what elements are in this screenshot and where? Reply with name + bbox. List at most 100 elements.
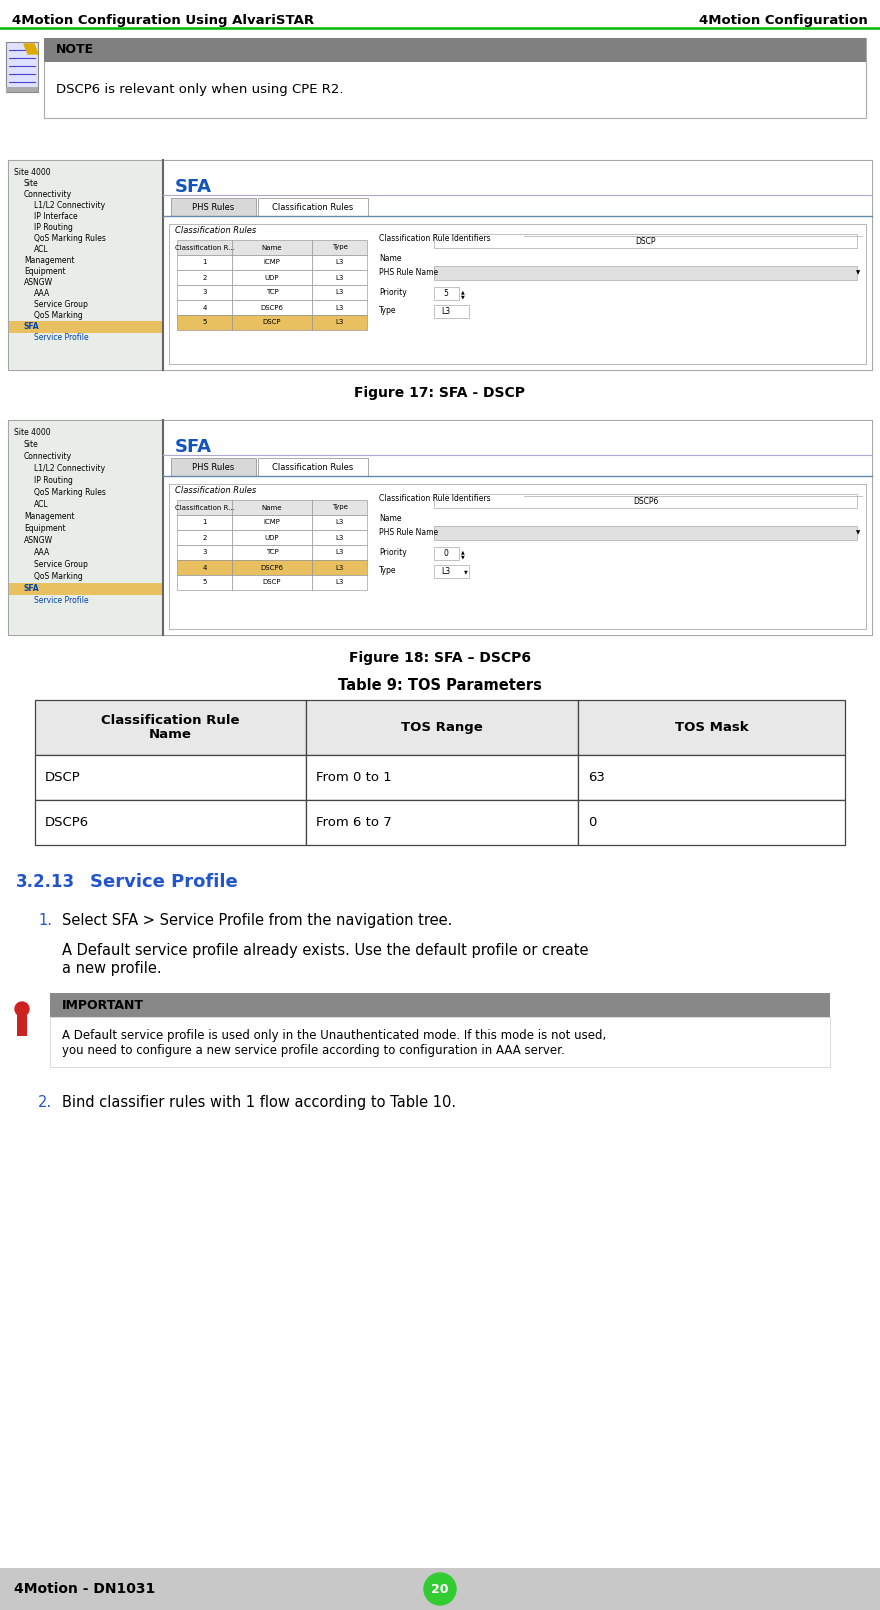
- Bar: [6, 42, 38, 92]
- Text: ACL: ACL: [34, 245, 48, 254]
- Text: a new profile.: a new profile.: [62, 961, 162, 976]
- Text: Classification R...: Classification R...: [174, 245, 234, 251]
- Text: QoS Marking Rules: QoS Marking Rules: [34, 488, 106, 497]
- Text: 5: 5: [202, 580, 207, 586]
- Text: ▼: ▼: [856, 531, 861, 536]
- Text: ASNGW: ASNGW: [24, 536, 53, 546]
- Text: Classification Rule
Name: Classification Rule Name: [101, 713, 240, 742]
- Bar: [232, 575, 312, 589]
- Text: ASNGW: ASNGW: [24, 279, 53, 287]
- Bar: [312, 560, 367, 575]
- Bar: [163, 159, 872, 370]
- Text: SFA: SFA: [24, 584, 40, 592]
- Text: Service Group: Service Group: [34, 560, 88, 568]
- Text: DSCP6: DSCP6: [633, 496, 658, 506]
- Bar: [177, 515, 232, 530]
- Text: Connectivity: Connectivity: [24, 452, 72, 460]
- Circle shape: [424, 1573, 456, 1605]
- Bar: [35, 800, 306, 845]
- Bar: [232, 501, 312, 515]
- Text: 5: 5: [444, 290, 449, 298]
- Text: 2.: 2.: [38, 1095, 52, 1109]
- Bar: [312, 515, 367, 530]
- Bar: [169, 485, 866, 630]
- Text: L3: L3: [335, 520, 344, 525]
- Text: Connectivity: Connectivity: [24, 190, 72, 200]
- Bar: [306, 800, 577, 845]
- Bar: [312, 501, 367, 515]
- Bar: [577, 700, 845, 755]
- Text: Name: Name: [379, 254, 401, 262]
- Bar: [50, 1018, 830, 1067]
- Text: PHS Rule Name: PHS Rule Name: [379, 528, 438, 538]
- Bar: [232, 316, 312, 330]
- Bar: [232, 560, 312, 575]
- Bar: [434, 304, 469, 319]
- Text: 4: 4: [202, 304, 207, 311]
- Text: Site: Site: [24, 179, 39, 188]
- Bar: [232, 240, 312, 254]
- Text: 1.: 1.: [38, 913, 52, 927]
- Text: Type: Type: [379, 306, 397, 316]
- Text: Classification Rule Identifiers: Classification Rule Identifiers: [379, 494, 491, 502]
- Bar: [50, 993, 830, 1018]
- Text: Classification R...: Classification R...: [174, 504, 234, 510]
- Bar: [177, 530, 232, 546]
- Text: 5: 5: [202, 319, 207, 325]
- Text: SFA: SFA: [175, 179, 212, 196]
- Text: Type: Type: [379, 567, 397, 575]
- Text: L3: L3: [335, 274, 344, 280]
- Text: Site: Site: [24, 440, 39, 449]
- Bar: [177, 560, 232, 575]
- Bar: [17, 1014, 27, 1035]
- Bar: [434, 287, 459, 299]
- Text: QoS Marking: QoS Marking: [34, 572, 83, 581]
- Text: 4Motion - DN1031: 4Motion - DN1031: [14, 1583, 155, 1596]
- Text: TCP: TCP: [266, 290, 278, 296]
- Text: L3: L3: [335, 259, 344, 266]
- Text: 0: 0: [588, 816, 596, 829]
- Text: DSCP: DSCP: [45, 771, 81, 784]
- Text: QoS Marking: QoS Marking: [34, 311, 83, 320]
- Text: Equipment: Equipment: [24, 523, 66, 533]
- Text: ▲: ▲: [461, 549, 465, 554]
- Text: Classification Rules: Classification Rules: [175, 486, 256, 494]
- Text: DSCP: DSCP: [635, 237, 656, 245]
- Text: Service Profile: Service Profile: [90, 873, 238, 890]
- Bar: [35, 700, 306, 755]
- Text: 3: 3: [202, 549, 207, 555]
- Text: IMPORTANT: IMPORTANT: [62, 998, 144, 1011]
- Text: L1/L2 Connectivity: L1/L2 Connectivity: [34, 201, 105, 209]
- Text: Equipment: Equipment: [24, 267, 66, 275]
- Text: L3: L3: [441, 567, 451, 576]
- Text: Table 9: TOS Parameters: Table 9: TOS Parameters: [338, 678, 542, 692]
- Text: 1: 1: [202, 520, 207, 525]
- Bar: [9, 583, 162, 596]
- Text: DSCP6: DSCP6: [260, 304, 283, 311]
- Text: Select SFA > Service Profile from the navigation tree.: Select SFA > Service Profile from the na…: [62, 913, 452, 927]
- Bar: [312, 546, 367, 560]
- Text: Figure 17: SFA - DSCP: Figure 17: SFA - DSCP: [355, 386, 525, 399]
- Bar: [232, 285, 312, 299]
- Text: ▼: ▼: [464, 568, 468, 575]
- Text: ▼: ▼: [856, 270, 861, 275]
- Text: Classification Rules: Classification Rules: [273, 203, 354, 211]
- Text: Classification Rule Identifiers: Classification Rule Identifiers: [379, 233, 491, 243]
- Bar: [312, 299, 367, 316]
- Text: AAA: AAA: [34, 290, 50, 298]
- Bar: [171, 457, 256, 477]
- Bar: [312, 316, 367, 330]
- Text: 2: 2: [202, 274, 207, 280]
- Text: 63: 63: [588, 771, 605, 784]
- Text: TOS Range: TOS Range: [401, 721, 483, 734]
- Text: IP Routing: IP Routing: [34, 477, 73, 485]
- Text: Service Profile: Service Profile: [34, 333, 89, 341]
- Text: ICMP: ICMP: [264, 259, 281, 266]
- Bar: [44, 39, 866, 118]
- Polygon shape: [24, 43, 38, 55]
- Text: IP Routing: IP Routing: [34, 224, 73, 232]
- Text: ▲: ▲: [461, 290, 465, 295]
- Bar: [232, 546, 312, 560]
- Text: L3: L3: [335, 549, 344, 555]
- Bar: [232, 270, 312, 285]
